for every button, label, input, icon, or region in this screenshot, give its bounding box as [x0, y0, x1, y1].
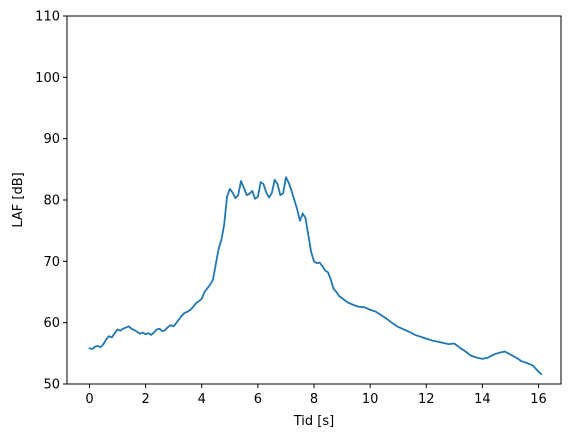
y-axis-label: LAF [dB]: [11, 172, 26, 227]
x-tick-label: 10: [362, 392, 379, 407]
y-tick-label: 110: [35, 10, 60, 25]
y-tick-label: 80: [43, 194, 60, 209]
x-tick-label: 2: [141, 392, 149, 407]
y-tick-label: 50: [43, 378, 60, 393]
x-axis-label: Tid [s]: [293, 414, 334, 429]
series-line-0: [88, 176, 543, 376]
x-tick-label: 8: [310, 392, 318, 407]
y-tick-label: 90: [43, 132, 60, 147]
y-axis-ticks: 50 60 70 80 90 100 110: [35, 10, 67, 393]
plot-frame: [66, 15, 562, 385]
y-tick-label: 60: [43, 316, 60, 331]
x-tick-label: 16: [530, 392, 547, 407]
x-axis-ticks: 0 2 4 6 8 10 12 14 16: [85, 384, 547, 407]
x-tick-label: 4: [198, 392, 206, 407]
x-tick-label: 0: [85, 392, 93, 407]
y-tick-label: 70: [43, 255, 60, 270]
x-tick-label: 14: [474, 392, 491, 407]
x-tick-label: 12: [418, 392, 435, 407]
plot-line-layer: [88, 176, 543, 376]
y-tick-label: 100: [35, 71, 60, 86]
x-tick-label: 6: [254, 392, 262, 407]
